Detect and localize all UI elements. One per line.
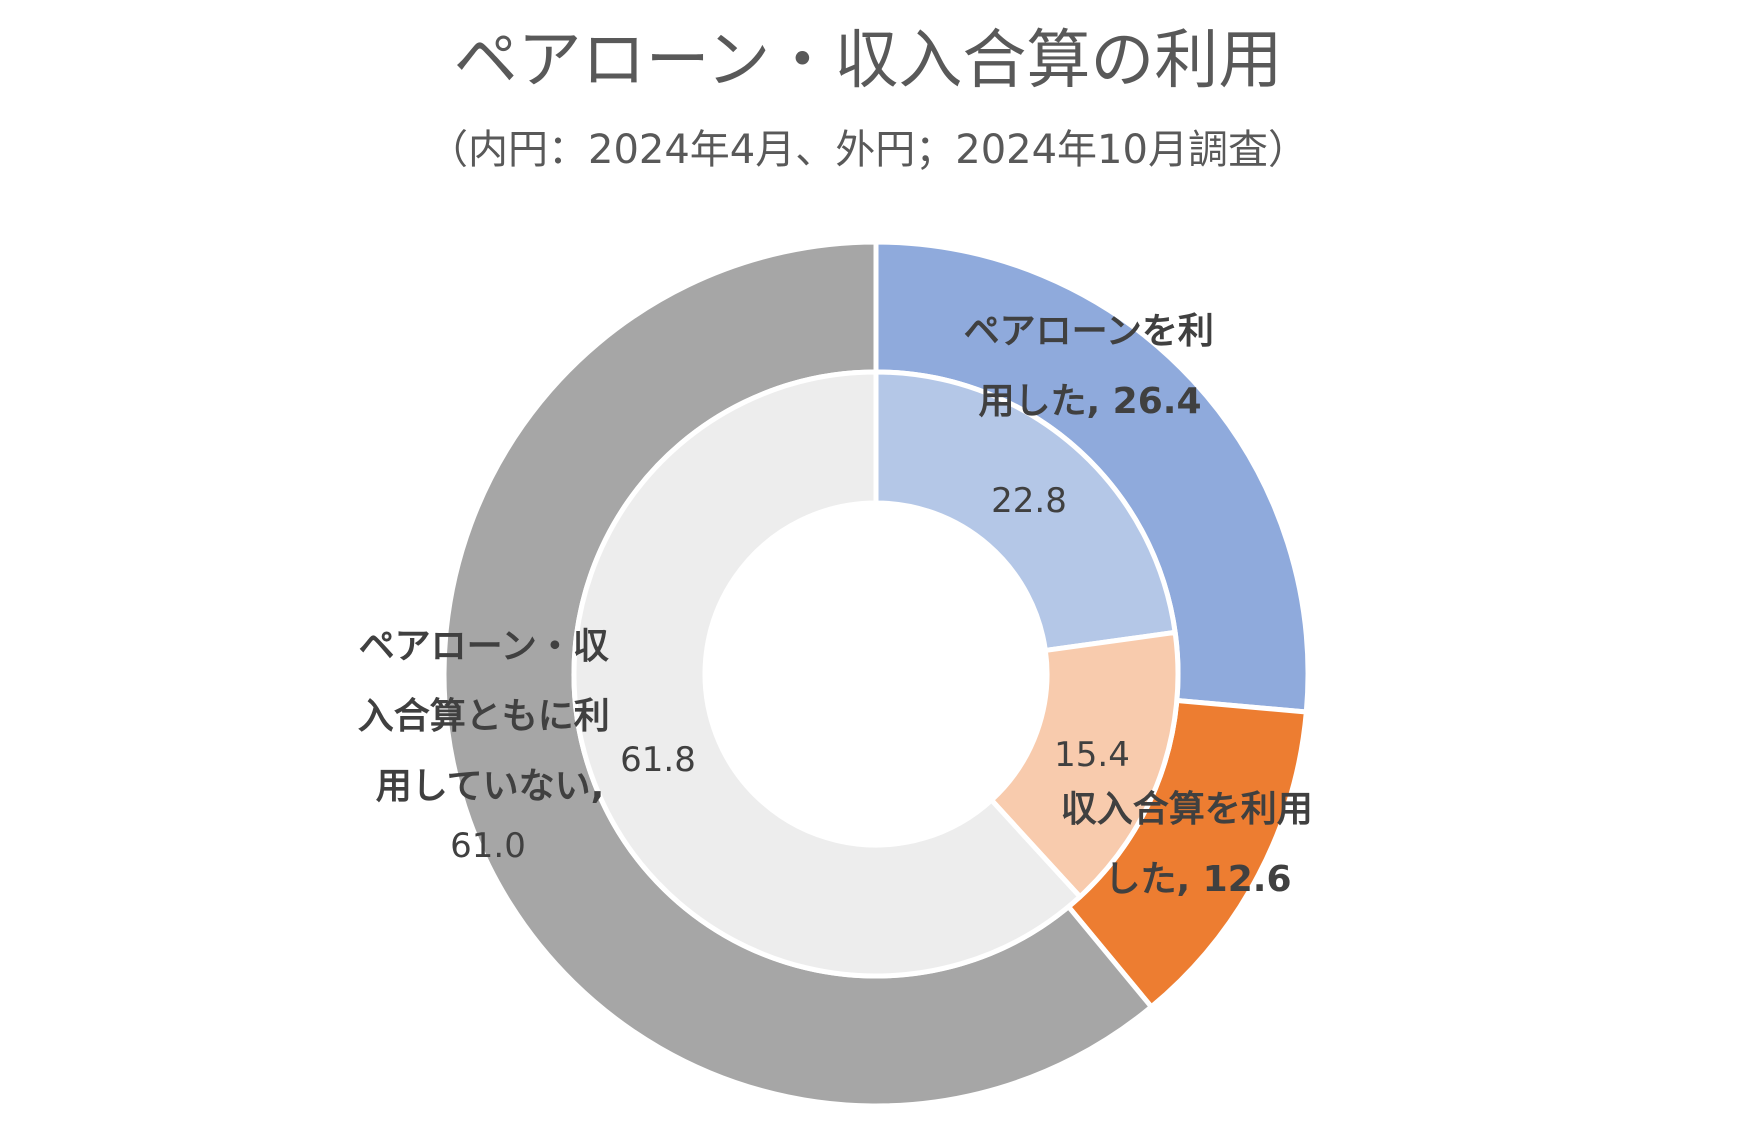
- chart-subtitle: （内円：2024年4月、外円；2024年10月調査）: [428, 127, 1308, 173]
- label-neither-line2: 入合算ともに利: [358, 696, 610, 737]
- inner-slice-income: [988, 629, 1181, 900]
- label-neither-outer: ペアローン・収 入合算ともに利 用していない,: [358, 626, 623, 807]
- label-pair-loan-line1: ペアローンを利: [964, 311, 1214, 352]
- inner-slice-neither: [571, 369, 1083, 979]
- label-neither-line1: ペアローン・収: [359, 626, 609, 667]
- label-pair-loan-line2: 用した, 26.4: [978, 381, 1201, 422]
- label-neither-line3: 用していない,: [376, 766, 605, 807]
- value-neither-inner: 61.8: [620, 740, 696, 780]
- label-pair-loan-outer: ペアローンを利 用した, 26.4: [964, 311, 1227, 422]
- label-income-outer: 収入合算を利用 した, 12.6: [1061, 789, 1326, 900]
- label-income-line1: 収入合算を利用: [1061, 789, 1313, 830]
- value-income-inner: 15.4: [1054, 735, 1130, 775]
- value-pair-loan-inner: 22.8: [991, 481, 1067, 521]
- inner-ring: [571, 369, 1181, 979]
- label-income-line2: した, 12.6: [1104, 859, 1291, 900]
- chart-title: ペアローン・収入合算の利用: [454, 24, 1283, 98]
- inner-slice-pair-loan: [873, 369, 1178, 653]
- value-neither-outer: 61.0: [450, 826, 526, 866]
